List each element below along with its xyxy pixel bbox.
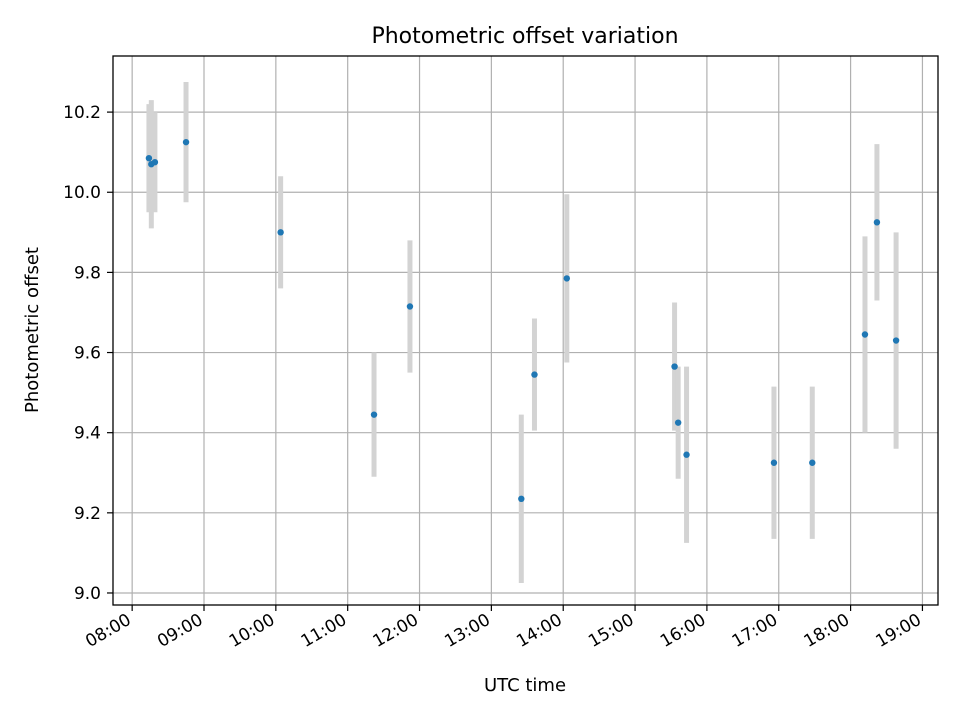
y-tick-label: 10.2 xyxy=(63,103,101,123)
x-tick-label: 19:00 xyxy=(872,610,924,652)
y-tick-label: 9.0 xyxy=(74,584,101,604)
y-axis-label: Photometric offset xyxy=(22,247,43,413)
y-axis: 9.0 9.2 9.4 9.6 9.8 10.0 10.2 xyxy=(63,103,113,604)
y-tick-label: 10.0 xyxy=(63,183,101,203)
plot-frame xyxy=(112,55,939,606)
error-bars xyxy=(146,82,899,583)
x-tick-label: 15:00 xyxy=(585,610,637,652)
x-tick-label: 11:00 xyxy=(298,610,350,652)
data-point xyxy=(873,219,881,226)
x-tick-label: 14:00 xyxy=(513,610,565,652)
data-point xyxy=(770,459,778,466)
data-point xyxy=(370,411,378,418)
x-tick-label: 16:00 xyxy=(657,610,709,652)
y-tick-label: 9.2 xyxy=(74,504,101,524)
data-point xyxy=(683,451,690,458)
data-point xyxy=(861,331,869,338)
data-point xyxy=(182,138,190,146)
x-tick-label: 17:00 xyxy=(729,610,781,652)
x-tick-label: 13:00 xyxy=(441,610,493,652)
data-point xyxy=(277,229,284,236)
x-tick-label: 08:00 xyxy=(82,610,134,652)
data-points xyxy=(145,138,900,503)
data-point xyxy=(674,419,682,426)
data-point xyxy=(671,363,678,370)
data-point xyxy=(809,459,816,466)
data-point xyxy=(518,495,525,503)
x-tick-label: 18:00 xyxy=(801,610,853,652)
x-axis-label: UTC time xyxy=(484,675,566,696)
x-axis: 08:00 09:00 10:00 11:00 12:00 13:00 14:00 15:00… xyxy=(82,605,925,652)
x-tick-label: 09:00 xyxy=(154,610,206,652)
y-tick-label: 9.8 xyxy=(74,263,101,283)
data-point xyxy=(145,154,153,162)
y-tick-label: 9.4 xyxy=(74,424,101,444)
data-point xyxy=(406,303,414,310)
x-tick-label: 12:00 xyxy=(370,610,422,652)
data-point xyxy=(892,337,900,344)
grid xyxy=(113,56,938,605)
data-point xyxy=(151,158,159,166)
x-tick-label: 10:00 xyxy=(226,610,278,652)
data-point xyxy=(563,275,571,282)
data-point xyxy=(531,371,538,378)
y-tick-label: 9.6 xyxy=(74,344,101,364)
chart-title: Photometric offset variation xyxy=(371,24,678,49)
